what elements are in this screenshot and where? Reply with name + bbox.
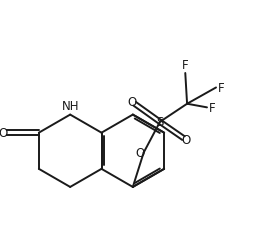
Text: NH: NH (61, 100, 79, 113)
Text: F: F (209, 101, 216, 114)
Text: O: O (135, 146, 145, 159)
Text: S: S (156, 116, 164, 129)
Text: O: O (0, 127, 7, 140)
Text: O: O (128, 96, 137, 109)
Text: F: F (218, 81, 225, 94)
Text: O: O (181, 134, 190, 147)
Text: F: F (182, 59, 189, 72)
